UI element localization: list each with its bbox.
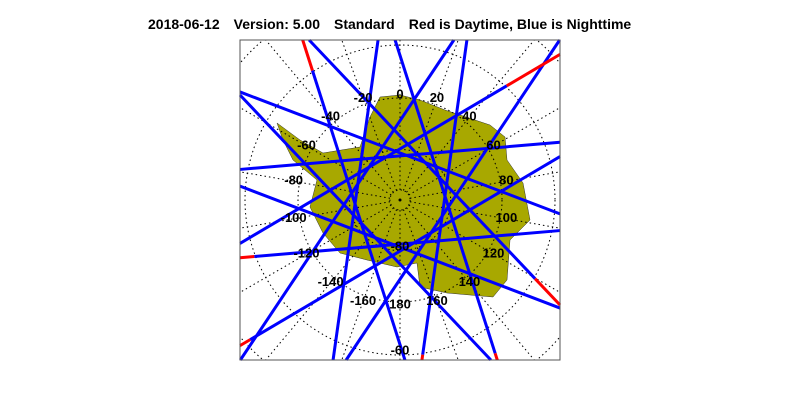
day-track-segment [239,255,255,260]
meridian-line [409,201,561,229]
night-track-segment [239,39,456,361]
longitude-label: 20 [430,90,444,105]
date-label: 2018-06-12 [148,16,220,32]
latitude-circle [240,40,560,360]
meridian-line [409,171,561,199]
longitude-label: 100 [496,210,518,225]
longitude-label: -40 [321,109,340,124]
meridian-line [265,207,394,361]
longitude-label: -80 [284,173,303,188]
meridian-line [265,39,394,193]
longitude-label: -100 [281,210,307,225]
night-track-segment [239,140,561,171]
day-track-segment [533,277,562,307]
longitude-label: 40 [462,109,476,124]
night-track-segment [331,39,380,361]
south-pole-marker [398,198,402,202]
longitude-label: -160 [350,293,376,308]
meridian-line [406,207,535,361]
meridian-line [406,39,535,193]
latitude-circle [244,44,556,356]
longitude-label: -120 [293,245,319,260]
longitude-label: 80 [499,173,513,188]
night-track-segment [239,184,561,310]
day-track-segment [239,338,251,347]
longitude-label: 0 [396,86,403,101]
map-frame [239,39,561,361]
longitude-label: -60 [297,137,316,152]
latitude-label: -60 [391,342,410,357]
latitude-circle [389,189,411,211]
longitude-label: -140 [318,274,344,289]
night-track-segment [311,70,407,361]
longitude-label: 140 [459,274,481,289]
day-track-segment [506,53,561,88]
graticule [239,39,561,361]
meridian-line [239,171,391,199]
day-track-segment [493,352,499,361]
night-track-segment [344,39,561,361]
plot-title: 2018-06-12 Version: 5.00 Standard Red is Da… [148,16,645,32]
orbit-tracks [238,38,562,362]
night-track-segment [393,39,497,354]
day-track-segment [301,39,314,71]
product-label: Standard [334,16,395,32]
legend-text: Red is Daytime, Blue is Nighttime [408,16,632,32]
longitude-label: 180 [389,296,411,311]
night-track-segment [238,93,492,362]
day-track-segment [420,354,425,361]
night-track-segment [254,229,561,259]
latitude-label: -80 [391,238,410,253]
night-track-segment [308,38,537,280]
longitude-label: 120 [483,245,505,260]
antarctica-landmass [276,94,531,298]
latitude-circle [297,97,503,303]
version-label: Version: 5.00 [233,16,321,32]
night-track-segment [239,90,561,216]
night-track-segment [239,84,508,245]
longitude-label: 160 [426,293,448,308]
meridian-line [239,201,391,229]
longitude-label: 60 [486,137,500,152]
longitude-label: -20 [354,90,373,105]
